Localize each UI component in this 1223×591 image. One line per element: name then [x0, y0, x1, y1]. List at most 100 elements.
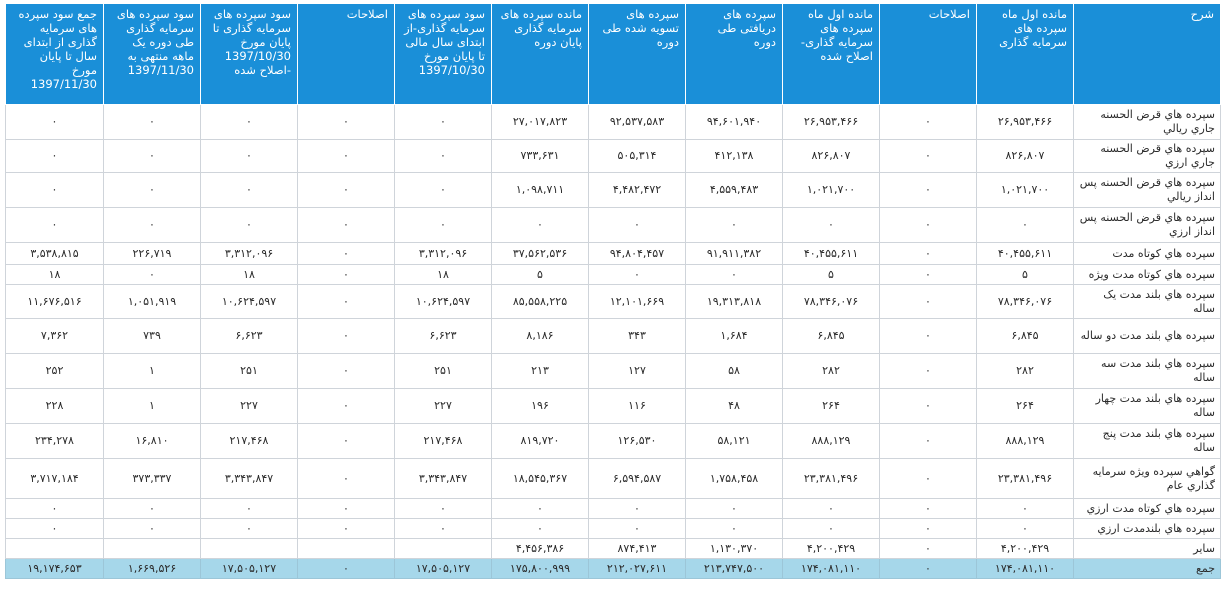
cell-value: ۰ [879, 388, 977, 424]
cell-value: ۲۳,۳۸۱,۴۹۶ [976, 458, 1074, 499]
cell-value: ۰ [491, 518, 589, 539]
cell-value: ۱,۰۲۱,۷۰۰ [976, 172, 1074, 208]
header-adjustments: اصلاحات [879, 3, 977, 105]
cell-value: ۲۱۷,۴۶۸ [394, 423, 492, 459]
cell-value: ۱۲۷ [588, 353, 686, 389]
row-description: سپرده هاي قرض الحسنه پس انداز ريالي [1073, 172, 1221, 208]
table-row: سپرده هاي بلندمدت ارزي ۰ ۰ ۰ ۰ ۰ ۰ ۰ ۰ ۰ ۰ ۰ [5, 518, 1221, 539]
cell-value: ۰ [685, 264, 783, 285]
cell-value: ۰ [5, 498, 104, 519]
cell-value: ۲۳۴,۲۷۸ [5, 423, 104, 459]
cell-value: ۰ [879, 264, 977, 285]
table-row: سپرده هاي کوتاه مدت ارزي ۰ ۰ ۰ ۰ ۰ ۰ ۰ ۰ ۰ ۰ ۰ [5, 498, 1221, 519]
cell-value: ۰ [879, 318, 977, 354]
cell-value: ۳۷,۵۶۲,۵۳۶ [491, 242, 589, 265]
cell-value: ۲۷,۰۱۷,۸۲۳ [491, 104, 589, 140]
cell-value: ۰ [879, 242, 977, 265]
cell-value: ۷۸,۳۴۶,۰۷۶ [782, 284, 880, 319]
cell-value: ۰ [103, 207, 201, 243]
table-header: شرح مانده اول ماه سپرده های سرمایه گذاری… [5, 3, 1221, 105]
cell-value: ۲۵۱ [200, 353, 298, 389]
cell-value [297, 538, 395, 559]
cell-value: ۰ [588, 264, 686, 285]
cell-value: ۵۸,۱۲۱ [685, 423, 783, 459]
cell-value: ۰ [297, 264, 395, 285]
cell-value: ۴,۲۰۰,۴۲۹ [782, 538, 880, 559]
cell-value: ۲۱۳,۷۴۷,۵۰۰ [685, 558, 783, 579]
cell-value: ۲۱۳ [491, 353, 589, 389]
cell-value: ۵ [976, 264, 1074, 285]
cell-value: ۳,۳۱۲,۰۹۶ [394, 242, 492, 265]
cell-value: ۰ [782, 498, 880, 519]
cell-value: ۰ [394, 172, 492, 208]
cell-value [200, 538, 298, 559]
cell-value: ۰ [297, 423, 395, 459]
cell-value: ۱۰,۶۲۴,۵۹۷ [394, 284, 492, 319]
cell-value: ۰ [200, 207, 298, 243]
table-row: سپرده هاي قرض الحسنه پس انداز ارزي ۰ ۰ ۰ ۰ ۰ ۰… [5, 207, 1221, 243]
cell-value: ۲۵۱ [394, 353, 492, 389]
row-description: سپرده هاي بلند مدت سه ساله [1073, 353, 1221, 389]
cell-value: ۱۸ [394, 264, 492, 285]
table-body: سپرده هاي قرض الحسنه جاري ريالي ۲۶,۹۵۳,۴۶… [5, 104, 1221, 579]
cell-value: ۰ [200, 498, 298, 519]
cell-value: ۱۰,۶۲۴,۵۹۷ [200, 284, 298, 319]
cell-value: ۰ [685, 498, 783, 519]
cell-value: ۱۷,۵۰۵,۱۲۷ [200, 558, 298, 579]
cell-value: ۱۲۶,۵۳۰ [588, 423, 686, 459]
cell-value: ۰ [297, 242, 395, 265]
cell-value: ۰ [879, 284, 977, 319]
cell-value: ۰ [297, 518, 395, 539]
cell-value: ۱,۰۹۸,۷۱۱ [491, 172, 589, 208]
cell-value: ۱۱۶ [588, 388, 686, 424]
total-row: جمع ۱۷۴,۰۸۱,۱۱۰ ۰ ۱۷۴,۰۸۱,۱۱۰ ۲۱۳,۷۴۷,۵۰۰ ۲۱۲… [5, 558, 1221, 579]
cell-value: ۹۴,۶۰۱,۹۴۰ [685, 104, 783, 140]
cell-value: ۰ [879, 518, 977, 539]
header-profit-adjustments: اصلاحات [297, 3, 395, 105]
cell-value: ۳,۳۴۳,۸۴۷ [200, 458, 298, 499]
cell-value: ۲۳,۳۸۱,۴۹۶ [782, 458, 880, 499]
table-row: سپرده هاي کوتاه مدت ۴۰,۴۵۵,۶۱۱ ۰ ۴۰,۴۵۵,۶۱۱… [5, 242, 1221, 265]
cell-value: ۰ [879, 458, 977, 499]
cell-value: ۲۶,۹۵۳,۴۶۶ [782, 104, 880, 140]
cell-value: ۰ [879, 207, 977, 243]
cell-value: ۰ [685, 518, 783, 539]
cell-value: ۰ [200, 518, 298, 539]
cell-value: ۱,۰۲۱,۷۰۰ [782, 172, 880, 208]
cell-value [394, 538, 492, 559]
cell-value: ۱,۶۸۴ [685, 318, 783, 354]
cell-value: ۷۸,۳۴۶,۰۷۶ [976, 284, 1074, 319]
cell-value: ۰ [103, 104, 201, 140]
cell-value: ۰ [297, 388, 395, 424]
row-description: سپرده هاي قرض الحسنه پس انداز ارزي [1073, 207, 1221, 243]
cell-value: ۳,۷۱۷,۱۸۴ [5, 458, 104, 499]
header-profit-month: سود سپرده های سرمایه گذاری طی دوره یک ما… [103, 3, 201, 105]
cell-value: ۱۶,۸۱۰ [103, 423, 201, 459]
header-profit-adjusted: سود سپرده های سرمایه گذاری تا پایان مورخ… [200, 3, 298, 105]
cell-value: ۰ [103, 139, 201, 173]
cell-value: ۴,۵۵۹,۴۸۳ [685, 172, 783, 208]
cell-value: ۰ [879, 498, 977, 519]
cell-value: ۰ [200, 104, 298, 140]
cell-value: ۱۲,۱۰۱,۶۶۹ [588, 284, 686, 319]
cell-value: ۲۶,۹۵۳,۴۶۶ [976, 104, 1074, 140]
row-description: سپرده هاي بلند مدت پنج ساله [1073, 423, 1221, 459]
cell-value: ۶,۵۹۴,۵۸۷ [588, 458, 686, 499]
cell-value: ۱,۱۳۰,۳۷۰ [685, 538, 783, 559]
cell-value: ۶,۸۴۵ [976, 318, 1074, 354]
cell-value: ۸۵,۵۵۸,۲۲۵ [491, 284, 589, 319]
cell-value: ۱۹,۱۷۴,۶۵۳ [5, 558, 104, 579]
row-description: سپرده هاي بلند مدت يک ساله [1073, 284, 1221, 319]
cell-value: ۸۲۶,۸۰۷ [782, 139, 880, 173]
cell-value: ۱,۷۵۸,۴۵۸ [685, 458, 783, 499]
row-description: سپرده هاي کوتاه مدت ويژه [1073, 264, 1221, 285]
table-row: گواهي سپرده ويژه سرمايه گذاري عام ۲۳,۳۸۱,… [5, 458, 1221, 499]
cell-value: ۶,۶۲۳ [394, 318, 492, 354]
cell-value: ۴۸ [685, 388, 783, 424]
cell-value: ۲۲۸ [5, 388, 104, 424]
cell-value: ۱۸ [5, 264, 104, 285]
table-row: سپرده هاي قرض الحسنه پس انداز ريالي ۱,۰۲۱… [5, 172, 1221, 208]
cell-value: ۰ [879, 104, 977, 140]
cell-value: ۰ [588, 498, 686, 519]
header-opening-balance: مانده اول ماه سپرده های سرمایه گذاری [976, 3, 1074, 105]
